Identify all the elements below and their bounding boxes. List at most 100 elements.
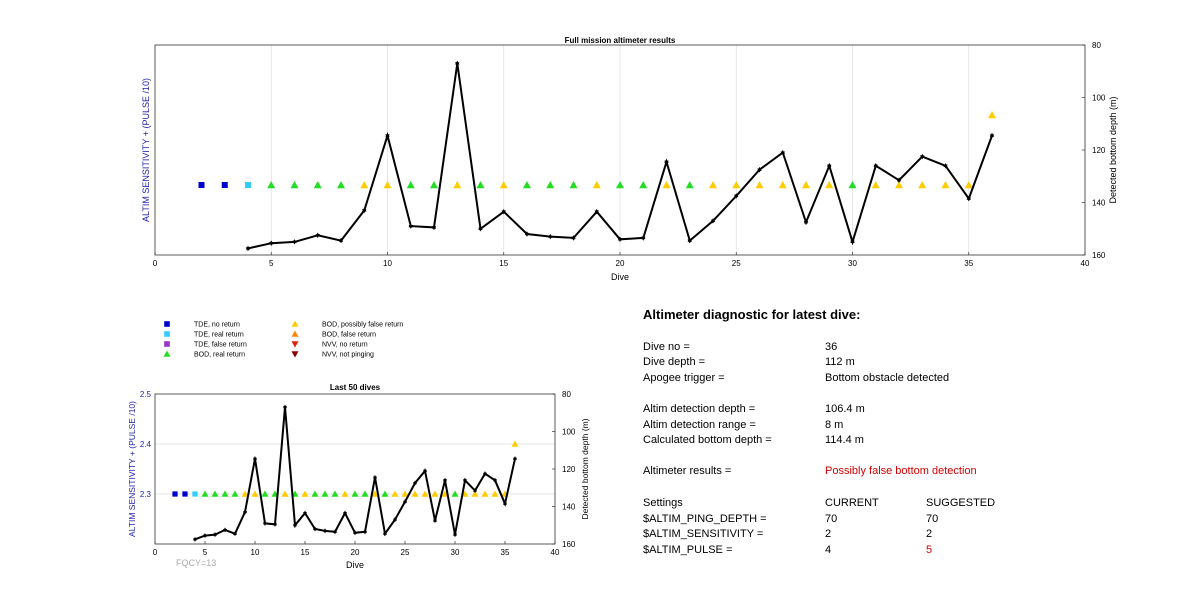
bottom-depth-line [194, 407, 516, 541]
bottom-plot-frame [154, 393, 556, 545]
bod-possibly-false-marker [281, 490, 289, 497]
x-tick-label: 25 [732, 259, 741, 268]
bottom-depth-point [827, 164, 832, 169]
bod-real-return-marker [361, 490, 369, 497]
bod-possibly-false-marker [241, 490, 249, 497]
legend-triangle-marker [291, 320, 299, 327]
bottom-depth-point [989, 134, 995, 139]
x-tick-label: 40 [551, 548, 560, 557]
bottom-depth-point [333, 530, 337, 535]
bod-possibly-false-marker [988, 111, 996, 119]
y-right-tick-label: 120 [1092, 146, 1106, 155]
y-right-tick-label: 80 [562, 390, 571, 399]
bottom-depth-point [423, 469, 427, 474]
top-x-axis-label: Dive [611, 272, 629, 282]
bottom-depth-point [548, 235, 553, 240]
bottom-depth-point [338, 239, 344, 244]
y-left-tick-label: 2.3 [140, 490, 152, 499]
bod-possibly-false-marker [592, 181, 601, 189]
x-tick-label: 30 [451, 548, 460, 557]
x-tick-label: 5 [269, 259, 274, 268]
x-tick-label: 20 [351, 548, 360, 557]
legend: TDE, no return TDE, real return TDE, false… [163, 320, 403, 359]
legend-square-marker [164, 341, 170, 347]
bod-real-return-marker [311, 490, 319, 497]
bod-possibly-false-marker [778, 181, 787, 189]
bod-possibly-false-marker [895, 181, 903, 189]
bod-possibly-false-marker [391, 490, 399, 497]
tde-real-return-marker [192, 491, 198, 497]
bod-possibly-false-marker [360, 181, 369, 189]
legend-triangle-down-marker [291, 341, 299, 348]
y-right-tick-label: 140 [562, 503, 576, 512]
bottom-depth-point [896, 179, 902, 183]
bottom-depth-point [353, 531, 357, 536]
legend-label: TDE, false return [194, 342, 247, 349]
y-right-tick-label: 140 [1092, 199, 1106, 208]
bottom-depth-point [393, 518, 397, 523]
bottom-depth-point [233, 532, 237, 537]
bottom-depth-point [803, 221, 809, 225]
bottom-depth-point [385, 134, 390, 139]
x-tick-label: 15 [301, 548, 310, 557]
x-tick-label: 40 [1081, 259, 1090, 268]
last-50-dives-chart: Last 50 dives 0 5 10 15 20 25 30 35 40 2.3 2.4 2.5 8… [127, 383, 590, 570]
legend-triangle-down-marker [291, 351, 299, 358]
bod-possibly-false-marker [421, 490, 429, 497]
bod-possibly-false-marker [371, 490, 379, 497]
y-left-tick-label: 2.4 [140, 440, 152, 449]
bottom-depth-point [873, 164, 878, 169]
bod-real-return-marker [321, 490, 329, 497]
x-tick-label: 5 [203, 548, 208, 557]
tde-no-return-marker [172, 491, 178, 497]
bod-real-return-marker [267, 181, 276, 189]
bod-possibly-false-marker [662, 181, 671, 189]
bottom-depth-point [473, 489, 477, 494]
bottom-depth-point [413, 482, 417, 486]
bottom-depth-point [513, 457, 517, 462]
bod-possibly-false-marker [964, 181, 973, 189]
bod-real-return-marker [476, 181, 485, 189]
bottom-footer: FQCY=13 [176, 558, 216, 568]
full-mission-chart: Full mission altimeter results 0 5 10 15 20 2… [141, 36, 1118, 282]
legend-label: BOD, real return [194, 352, 245, 359]
bottom-x-axis-label: Dive [346, 560, 364, 570]
y-right-tick-label: 100 [1092, 94, 1106, 103]
top-left-axis-label: ALTIM SENSITIVITY + (PULSE /10) [141, 78, 151, 222]
bottom-depth-point [617, 238, 623, 243]
bottom-depth-point [243, 511, 247, 515]
bottom-depth-point [571, 236, 576, 241]
bottom-depth-point [323, 529, 327, 534]
bottom-depth-point [493, 479, 497, 483]
bottom-depth-point [443, 479, 447, 483]
bottom-depth-point [483, 472, 487, 477]
bod-real-return-marker [351, 490, 359, 497]
bod-possibly-false-marker [871, 181, 880, 189]
x-tick-label: 0 [153, 548, 158, 557]
tde-no-return-marker [221, 182, 228, 188]
bod-real-return-marker [406, 181, 415, 189]
bod-real-return-marker [546, 181, 555, 189]
bottom-depth-point [253, 457, 257, 462]
bottom-depth-point [478, 227, 483, 232]
legend-label: NVV, not pinging [322, 352, 374, 359]
bottom-depth-point [362, 209, 367, 214]
bod-real-return-marker [523, 181, 531, 189]
bottom-depth-point [850, 240, 855, 245]
bod-real-return-marker [685, 181, 694, 189]
bod-possibly-false-marker [511, 440, 519, 447]
bottom-depth-point [966, 197, 971, 202]
bod-real-return-marker [231, 490, 239, 497]
bod-possibly-false-marker [431, 490, 439, 497]
y-right-tick-label: 120 [562, 465, 576, 474]
bod-real-return-marker [261, 490, 269, 497]
y-left-tick-label: 2.5 [140, 390, 152, 399]
legend-square-marker [164, 321, 170, 327]
bod-real-return-marker [848, 181, 857, 189]
bottom-depth-point [273, 523, 277, 527]
bod-possibly-false-marker [709, 181, 717, 189]
y-right-tick-label: 100 [562, 428, 576, 437]
bod-possibly-false-marker [453, 181, 462, 189]
bod-real-return-marker [569, 181, 578, 189]
